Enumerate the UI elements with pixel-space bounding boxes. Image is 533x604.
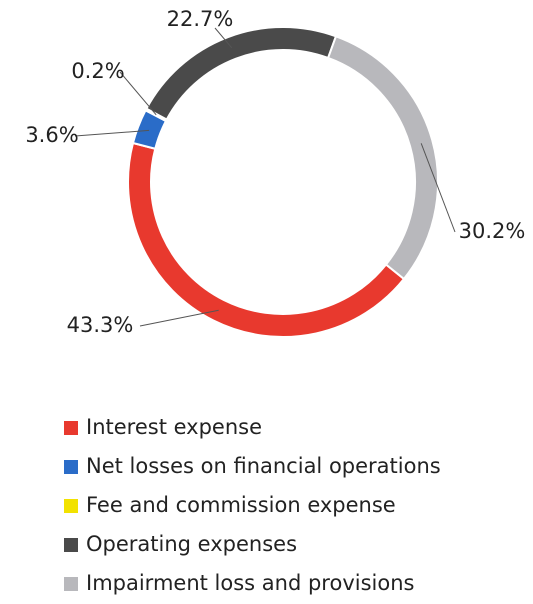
leader-line	[139, 309, 219, 327]
legend-swatch	[64, 577, 78, 591]
leader-line	[214, 27, 233, 49]
data-label: 30.2%	[459, 219, 526, 243]
leader-line	[119, 71, 157, 116]
data-label: 0.2%	[71, 59, 124, 83]
legend-swatch	[64, 538, 78, 552]
legend-label: Operating expenses	[86, 532, 297, 556]
legend-label: Fee and commission expense	[86, 493, 396, 517]
data-label: 22.7%	[167, 7, 234, 31]
legend-swatch	[64, 421, 78, 435]
legend-label: Impairment loss and provisions	[86, 571, 414, 595]
legend-swatch	[64, 460, 78, 474]
legend-label: Net losses on financial operations	[86, 454, 441, 478]
data-label: 3.6%	[25, 123, 78, 147]
leader-line	[420, 143, 456, 233]
donut-segment	[145, 26, 338, 121]
legend-swatch	[64, 499, 78, 513]
legend-label: Interest expense	[86, 415, 262, 439]
donut-segment	[326, 35, 439, 281]
leader-line	[74, 129, 150, 137]
data-label: 43.3%	[67, 313, 134, 337]
donut-segment	[127, 141, 406, 338]
